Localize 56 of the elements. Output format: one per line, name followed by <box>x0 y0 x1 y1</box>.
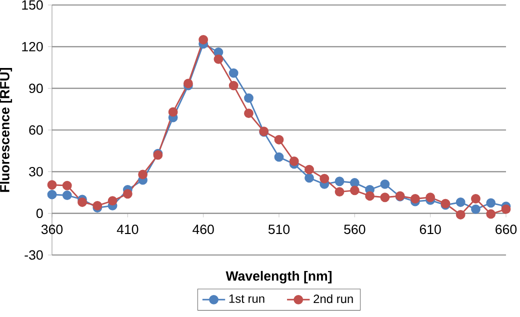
point <box>108 196 118 206</box>
point <box>501 204 511 214</box>
x-tick-label: 460 <box>192 224 214 234</box>
y-tick-label: 90 <box>29 84 43 94</box>
y-tick-label: 0 <box>36 208 43 218</box>
point <box>168 107 178 117</box>
y-tick-label: 30 <box>29 166 43 176</box>
point <box>334 176 344 186</box>
point <box>456 210 466 220</box>
point <box>47 190 57 200</box>
y-tick-label: 120 <box>22 42 43 52</box>
point <box>486 209 496 219</box>
x-tick-label: 410 <box>116 224 138 234</box>
point <box>289 156 299 166</box>
point <box>426 192 436 202</box>
x-tick-label: 510 <box>268 224 290 234</box>
point <box>244 93 254 103</box>
point <box>92 200 102 210</box>
point <box>334 187 344 197</box>
x-axis-title: Wavelength [nm] <box>226 270 332 284</box>
point <box>47 180 57 190</box>
point <box>244 108 254 118</box>
x-tick-label: 560 <box>344 224 366 234</box>
point <box>78 198 87 207</box>
x-tick-label: 360 <box>41 224 63 234</box>
point <box>304 173 314 183</box>
point <box>138 170 148 180</box>
point <box>304 164 314 174</box>
x-tick-label: 660 <box>496 224 517 234</box>
point <box>380 179 390 189</box>
legend-label: 2nd run <box>314 294 353 304</box>
point <box>62 180 72 190</box>
y-tick-label: -30 <box>24 250 43 260</box>
point <box>350 186 360 196</box>
y-tick-label: 150 <box>22 0 43 10</box>
point <box>410 194 420 204</box>
x-tick-label: 610 <box>420 224 441 234</box>
point <box>365 191 375 201</box>
point <box>214 54 224 64</box>
point <box>380 192 390 202</box>
point <box>274 135 284 144</box>
y-tick-label: 60 <box>29 125 43 135</box>
point <box>228 80 238 90</box>
point <box>456 198 466 207</box>
point <box>320 174 330 184</box>
y-axis-title: Fluorescence [RFU] <box>0 68 12 192</box>
point <box>228 68 238 78</box>
point <box>350 178 360 188</box>
point <box>274 152 284 162</box>
point <box>471 204 480 214</box>
point <box>122 189 132 199</box>
point <box>198 35 208 44</box>
legend-label: 1st run <box>229 294 264 303</box>
point <box>486 198 496 208</box>
point <box>62 190 72 200</box>
point <box>471 194 480 204</box>
